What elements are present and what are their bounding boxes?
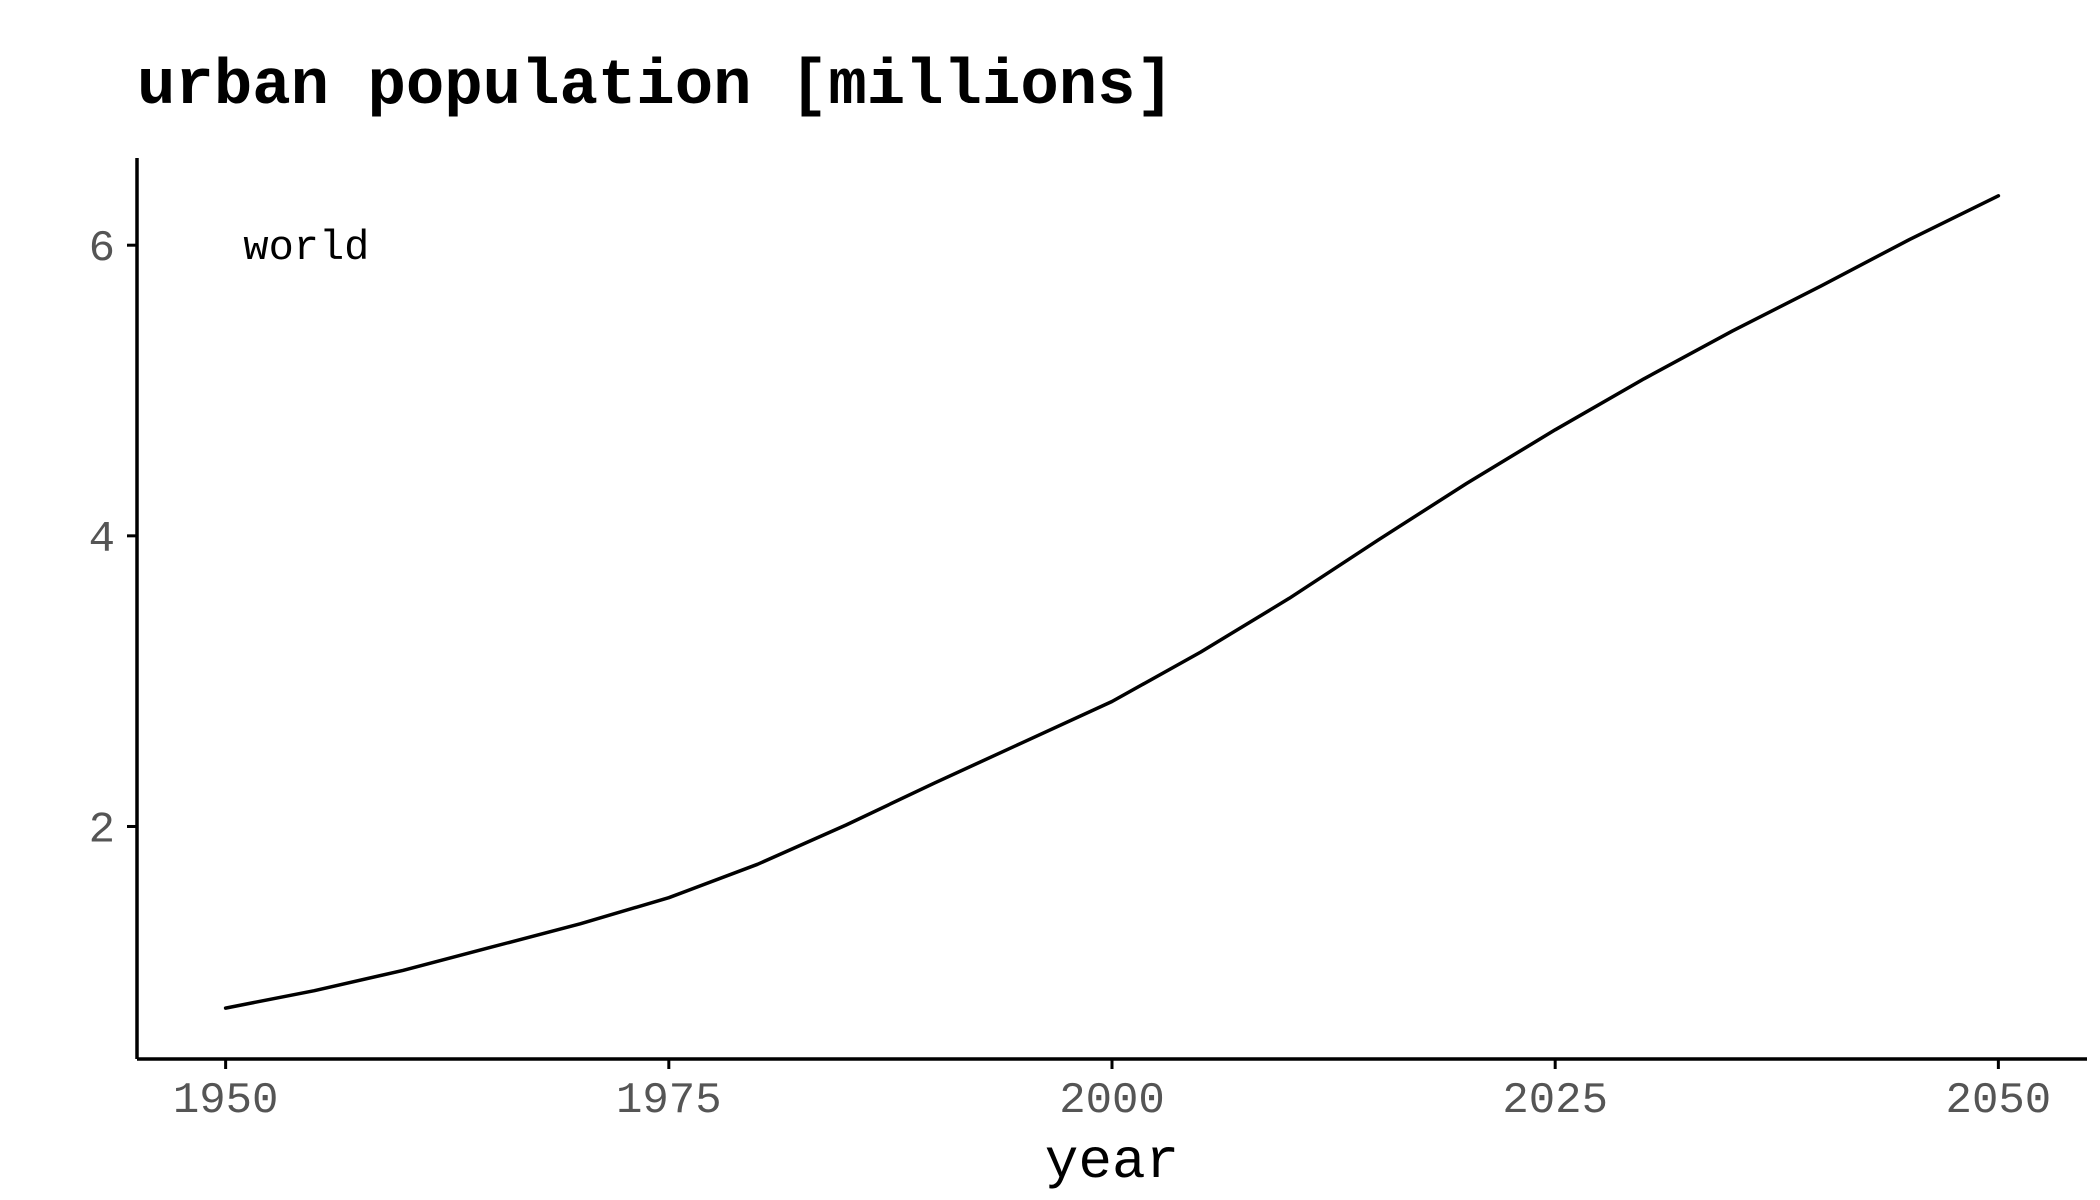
x-tick-label: 2050 (1946, 1076, 2052, 1126)
world-annotation: world (243, 224, 369, 272)
x-tick-label: 2000 (1059, 1076, 1165, 1126)
series-layer (223, 194, 2001, 1010)
x-tick-label: 1950 (173, 1076, 279, 1126)
y-tick-label: 4 (89, 515, 115, 565)
x-tick-label: 2025 (1502, 1076, 1608, 1126)
axes (135, 158, 2087, 1061)
y-axis-ticks: 2 4 6 (89, 224, 137, 855)
chart-title: urban population [millions] (137, 51, 1174, 123)
x-axis-title: year (1045, 1130, 1179, 1194)
y-tick-label: 2 (89, 805, 115, 855)
x-axis-ticks: 1950 1975 2000 2025 2050 (173, 1059, 2051, 1126)
y-tick-label: 6 (89, 224, 115, 274)
x-tick-label: 1975 (616, 1076, 722, 1126)
series-line-world (223, 194, 2001, 1010)
